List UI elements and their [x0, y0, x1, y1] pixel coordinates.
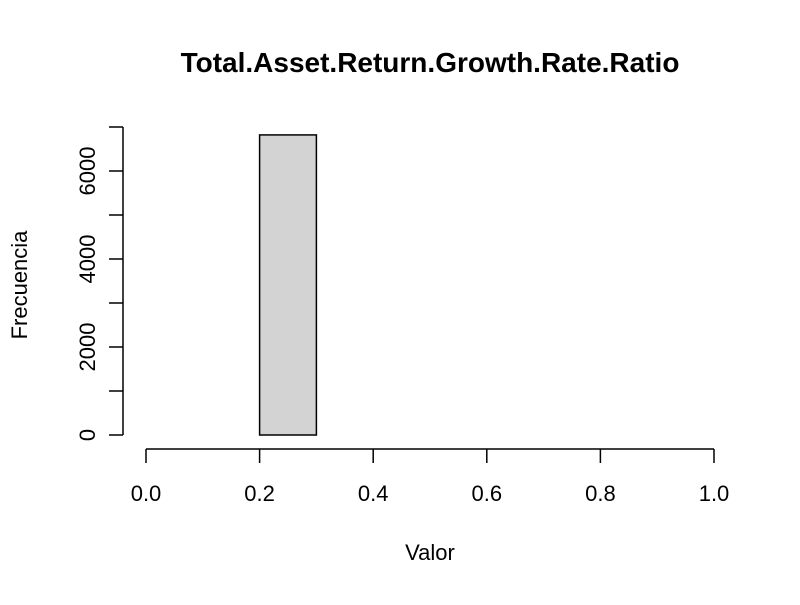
- y-axis: 0 2000 4000 6000: [75, 126, 124, 441]
- x-tick-label: 0.4: [358, 481, 389, 506]
- x-tick-label: 1.0: [699, 481, 730, 506]
- x-tick-label: 0.0: [131, 481, 162, 506]
- histogram-bar: [258, 134, 318, 436]
- x-axis: 0.0 0.2 0.4 0.6 0.8 1.0: [131, 448, 730, 506]
- x-tick-label: 0.2: [244, 481, 275, 506]
- y-axis-label: Frecuencia: [7, 230, 32, 340]
- x-tick-label: 0.6: [472, 481, 503, 506]
- x-tick-label: 0.8: [585, 481, 616, 506]
- y-tick-label: 0: [75, 429, 100, 441]
- bars-group: [258, 134, 318, 436]
- y-tick-label: 6000: [75, 147, 100, 196]
- y-tick-label: 2000: [75, 323, 100, 372]
- x-axis-label: Valor: [405, 540, 455, 565]
- chart-title: Total.Asset.Return.Growth.Rate.Ratio: [181, 47, 680, 78]
- y-tick-label: 4000: [75, 235, 100, 284]
